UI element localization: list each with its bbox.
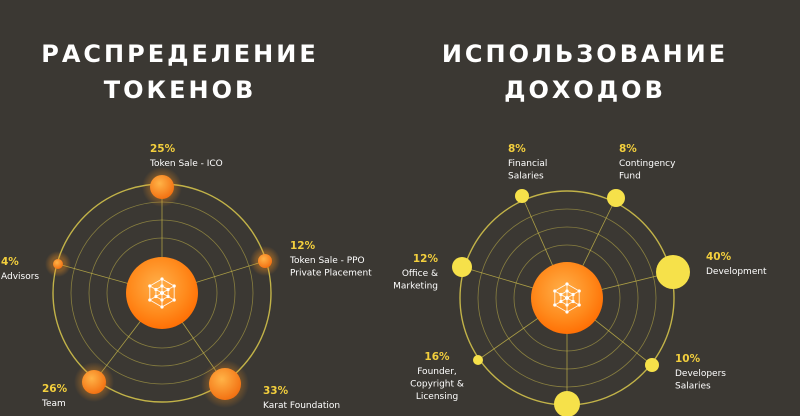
right-dot-6 [473, 355, 483, 365]
left-percent-4: 26% [42, 383, 68, 395]
left-dot-3 [209, 368, 241, 400]
right-percent-3: 40% [706, 251, 732, 263]
left-label-5: Advisors [1, 272, 39, 282]
left-percent-5: 4% [1, 256, 19, 268]
right-dot-1 [515, 189, 529, 203]
right-label-3: Development [706, 267, 767, 277]
left-dot-2 [258, 254, 272, 268]
right-label-6-line-2: Copyright & [410, 380, 464, 390]
right-label-2-line-1: Contingency [619, 159, 676, 169]
left-label-1: Token Sale - ICO [149, 159, 223, 169]
left-title-line-1: РАСПРЕДЕЛЕНИЕ [41, 40, 319, 68]
right-percent-2: 8% [619, 143, 637, 155]
right-label-1-line-1: Financial [508, 159, 547, 169]
left-percent-3: 33% [263, 385, 289, 397]
left-percent-1: 25% [150, 143, 176, 155]
left-label-2-line-1: Token Sale - PPO [289, 256, 365, 266]
right-label-7-line-2: Marketing [393, 282, 438, 292]
right-label-6-line-3: Licensing [416, 392, 458, 402]
right-percent-4: 10% [675, 353, 701, 365]
left-dot-1 [150, 175, 174, 199]
left-dot-4 [82, 370, 106, 394]
left-label-4: Team [41, 399, 66, 409]
right-percent-7: 12% [413, 253, 439, 265]
right-dot-7 [452, 257, 472, 277]
right-label-1-line-2: Salaries [508, 172, 544, 182]
right-dot-2 [607, 189, 625, 207]
left-percent-2: 12% [290, 240, 316, 252]
right-label-7-line-1: Office & [402, 269, 438, 279]
right-dot-4 [645, 358, 659, 372]
blockchain-cube-icon [553, 282, 581, 314]
right-chart-title: ИСПОЛЬЗОВАНИЕ ДОХОДОВ [405, 36, 765, 108]
right-label-2-line-2: Fund [619, 172, 641, 182]
right-percent-1: 8% [508, 143, 526, 155]
right-title-line-2: ДОХОДОВ [504, 76, 666, 104]
blockchain-cube-icon [148, 277, 176, 309]
right-label-4-line-1: Developers [675, 369, 726, 379]
left-dot-5 [53, 259, 63, 269]
revenue-usage-chart: 8% Financial Salaries 8% Contingency Fund 40% D… [393, 143, 767, 416]
right-title-line-1: ИСПОЛЬЗОВАНИЕ [441, 40, 729, 68]
right-percent-6: 16% [424, 351, 450, 363]
right-dot-5 [554, 391, 580, 416]
left-title-line-2: ТОКЕНОВ [103, 76, 257, 104]
left-label-2-line-2: Private Placement [290, 269, 372, 279]
left-chart-title: РАСПРЕДЕЛЕНИЕ ТОКЕНОВ [0, 36, 360, 108]
right-label-4-line-2: Salaries [675, 382, 711, 392]
right-label-6-line-1: Founder, [417, 367, 457, 377]
left-label-3: Karat Foundation [263, 401, 340, 411]
token-distribution-chart: 25% Token Sale - ICO 12% Token Sale - PPO Pr… [1, 143, 372, 411]
right-dot-3 [656, 255, 690, 289]
